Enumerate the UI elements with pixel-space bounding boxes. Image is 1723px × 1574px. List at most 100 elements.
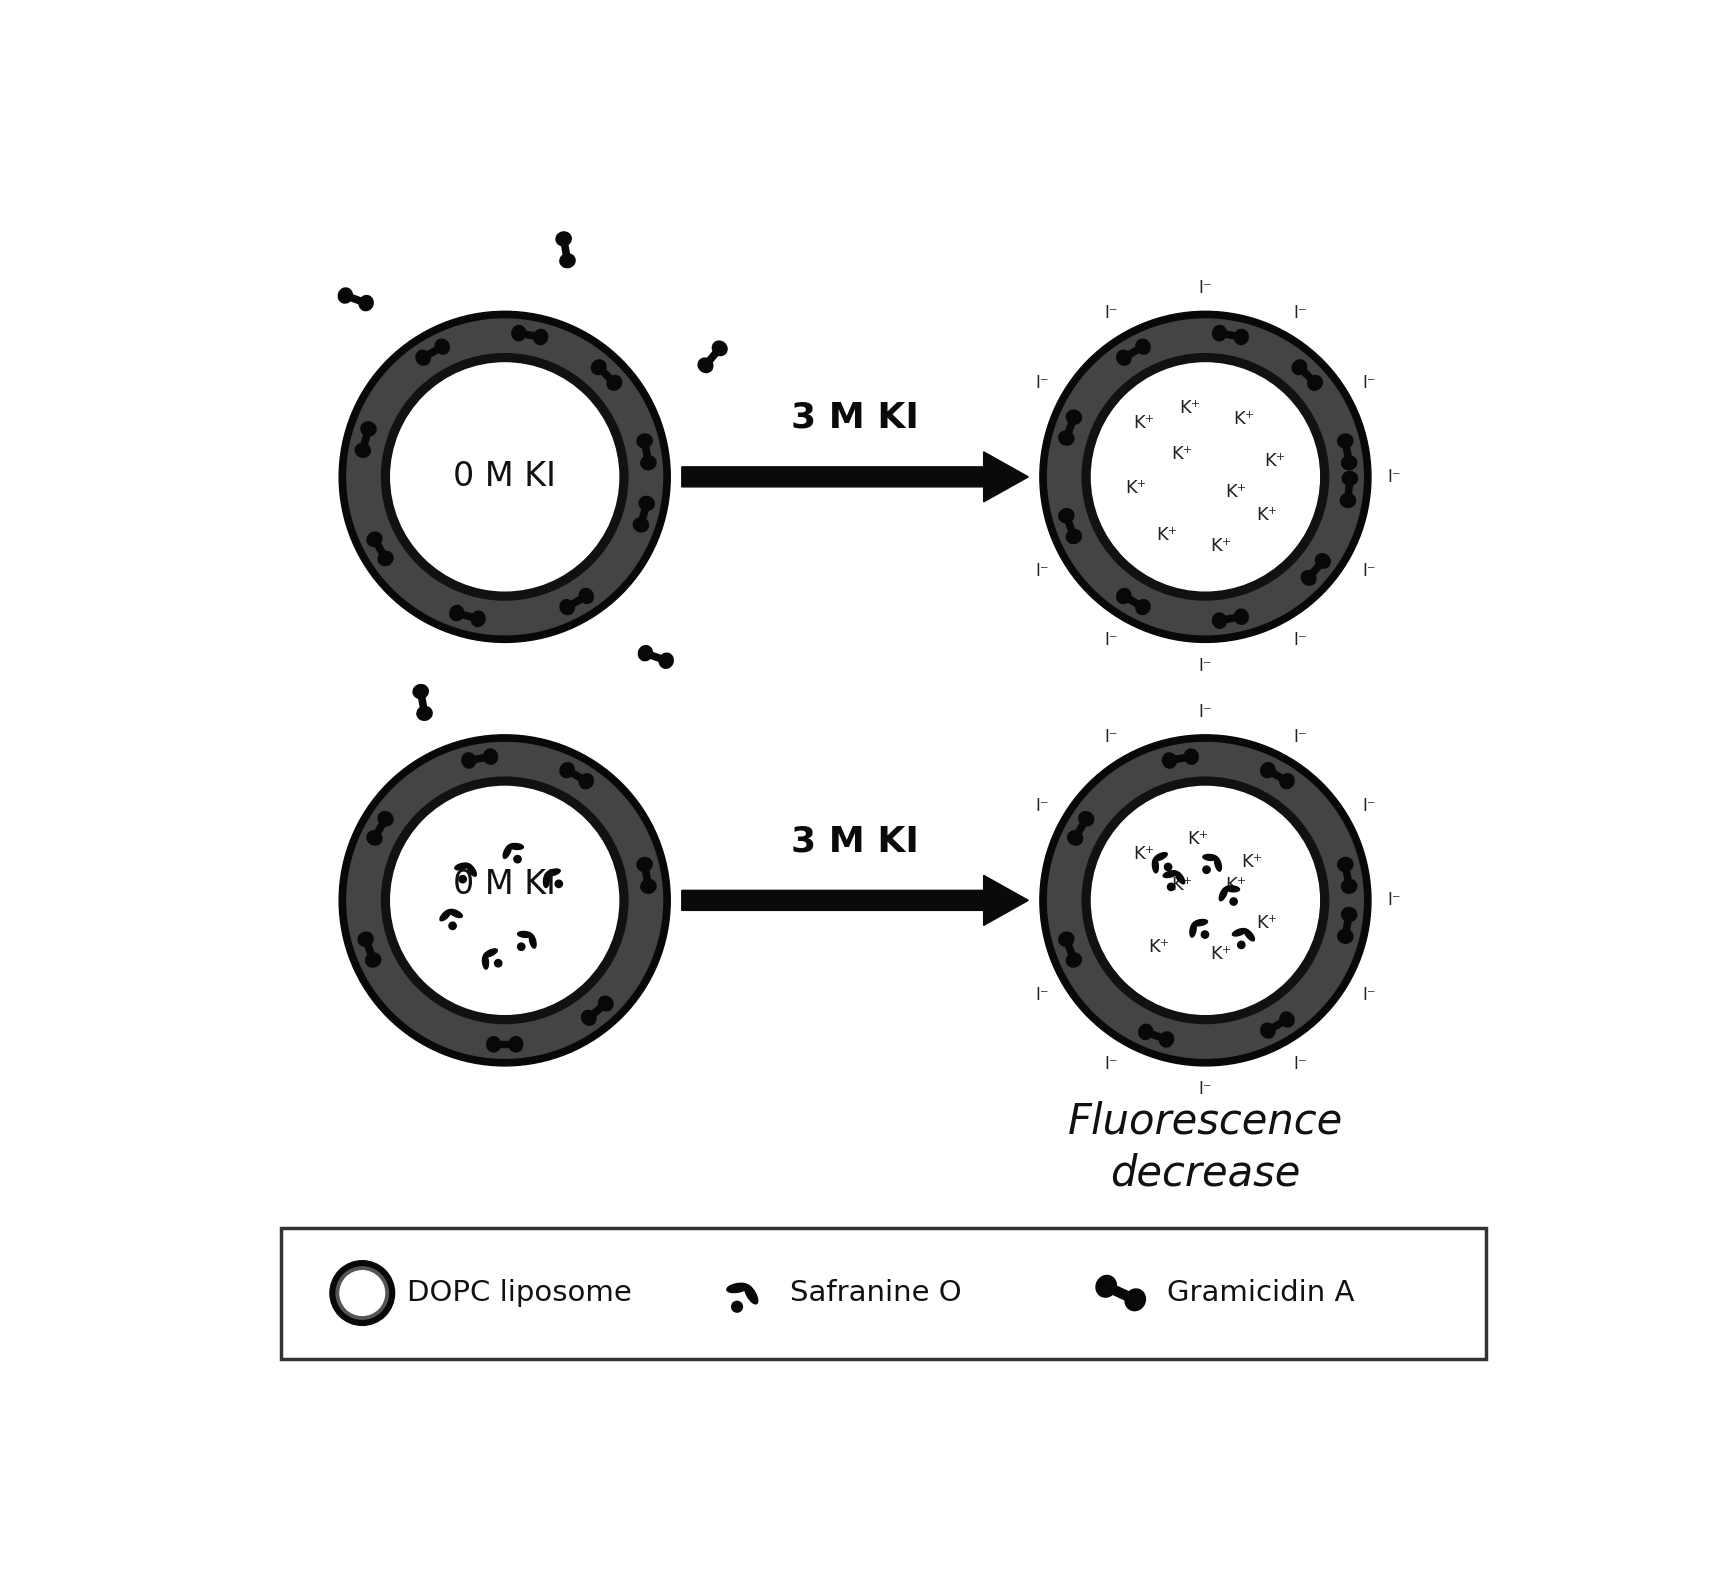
Ellipse shape [1260,763,1275,778]
Text: I⁻: I⁻ [1197,279,1211,297]
Ellipse shape [698,359,712,373]
Text: K⁺: K⁺ [1125,480,1146,497]
Text: I⁻: I⁻ [1010,467,1023,486]
Text: I⁻: I⁻ [1361,562,1375,581]
Circle shape [1048,320,1363,634]
Ellipse shape [546,869,560,875]
Ellipse shape [355,444,370,458]
Polygon shape [1342,914,1351,937]
Ellipse shape [1117,589,1130,603]
Polygon shape [644,650,667,664]
Ellipse shape [1337,434,1353,449]
Polygon shape [362,938,376,962]
Text: DOPC liposome: DOPC liposome [407,1280,631,1306]
Polygon shape [586,1001,608,1020]
Ellipse shape [450,606,463,620]
Text: I⁻: I⁻ [1387,467,1401,486]
Ellipse shape [1234,329,1247,345]
Ellipse shape [1125,1289,1144,1311]
Text: K⁺: K⁺ [1187,829,1208,848]
Ellipse shape [377,812,393,826]
Ellipse shape [632,518,648,532]
Circle shape [339,735,670,1066]
Ellipse shape [1337,929,1353,943]
Polygon shape [372,538,388,560]
Text: K⁺: K⁺ [1256,914,1277,932]
Text: K⁺: K⁺ [1172,877,1192,894]
Ellipse shape [1234,609,1247,625]
Polygon shape [1144,1029,1166,1042]
Polygon shape [1122,343,1144,360]
Text: I⁻: I⁻ [1292,631,1306,648]
Circle shape [517,943,524,951]
Ellipse shape [579,589,593,603]
Ellipse shape [744,1284,758,1303]
Ellipse shape [1067,952,1080,966]
Text: I⁻: I⁻ [1010,891,1023,910]
Text: I⁻: I⁻ [1361,373,1375,392]
Polygon shape [493,1042,515,1047]
Ellipse shape [467,864,476,877]
Text: K⁺: K⁺ [1148,938,1170,955]
Ellipse shape [1340,456,1356,469]
Text: I⁻: I⁻ [1034,985,1048,1004]
Ellipse shape [1163,870,1177,878]
Text: K⁺: K⁺ [1210,537,1230,556]
Ellipse shape [636,434,651,449]
Polygon shape [372,817,388,839]
Polygon shape [1344,478,1353,501]
Ellipse shape [1067,411,1080,425]
Ellipse shape [508,844,524,850]
Ellipse shape [1308,376,1322,390]
Ellipse shape [1340,880,1356,892]
Ellipse shape [639,496,653,510]
Ellipse shape [658,653,674,669]
Ellipse shape [1067,529,1080,543]
Ellipse shape [606,376,622,390]
Ellipse shape [1161,752,1175,768]
Ellipse shape [1189,922,1196,937]
Circle shape [381,354,627,600]
Bar [281,1228,1485,1358]
Text: 3 M KI: 3 M KI [791,825,918,858]
Polygon shape [1122,593,1144,609]
Ellipse shape [1067,831,1082,845]
Ellipse shape [560,253,575,268]
Ellipse shape [1203,855,1216,861]
Polygon shape [1265,768,1287,784]
Polygon shape [360,428,370,452]
Ellipse shape [1058,431,1073,445]
Ellipse shape [560,763,574,778]
Text: 0 M KI: 0 M KI [453,460,557,493]
Ellipse shape [1291,360,1306,375]
Circle shape [1091,787,1318,1014]
Polygon shape [565,768,588,784]
Ellipse shape [470,611,484,626]
Ellipse shape [543,874,550,888]
Circle shape [513,856,520,863]
Text: K⁺: K⁺ [1179,398,1199,417]
Polygon shape [560,238,570,261]
Ellipse shape [1218,888,1227,900]
Ellipse shape [1232,929,1246,937]
Text: I⁻: I⁻ [1034,373,1048,392]
Text: I⁻: I⁻ [1104,729,1117,746]
Ellipse shape [1215,856,1220,870]
Polygon shape [641,441,651,463]
Ellipse shape [512,326,526,340]
Text: I⁻: I⁻ [1197,656,1211,675]
Ellipse shape [727,1283,748,1292]
FancyArrow shape [681,875,1027,926]
Ellipse shape [638,645,651,661]
Ellipse shape [377,551,393,565]
Text: K⁺: K⁺ [1210,946,1230,963]
Polygon shape [565,593,588,609]
Circle shape [339,1270,384,1316]
Circle shape [329,1261,395,1325]
Ellipse shape [712,342,727,356]
Ellipse shape [415,351,431,365]
Ellipse shape [1315,554,1330,568]
Text: Fluorescence
decrease: Fluorescence decrease [1067,1100,1342,1195]
Ellipse shape [1160,1033,1173,1047]
Text: K⁺: K⁺ [1132,414,1154,431]
